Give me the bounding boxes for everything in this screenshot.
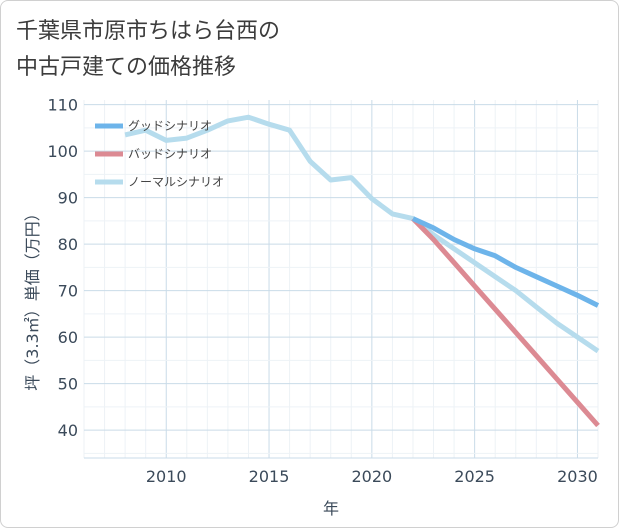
y-tick-label: 80	[58, 235, 78, 254]
y-tick-label: 70	[58, 282, 78, 301]
y-tick-label: 100	[47, 142, 78, 161]
x-axis-label: 年	[323, 499, 339, 518]
y-axis-label: 坪（3.3㎡）単価（万円）	[23, 205, 42, 390]
series-line-1	[411, 216, 600, 428]
legend-label: バッドシナリオ	[128, 147, 212, 161]
series-line-0	[411, 216, 600, 308]
x-tick-label: 2025	[454, 467, 495, 486]
y-tick-label: 90	[58, 189, 78, 208]
legend-label: ノーマルシナリオ	[128, 175, 224, 189]
tick-labels: 2010 2015 2020 2025 2030 40 50 60 70 80 90 100 110	[47, 96, 597, 486]
series-lines	[124, 114, 600, 428]
y-tick-label: 110	[47, 96, 78, 115]
x-tick-label: 2015	[249, 467, 290, 486]
chart-title: 千葉県市原市ちはら台西の 中古戸建ての価格推移	[16, 19, 281, 80]
legend-label: グッドシナリオ	[128, 119, 212, 133]
x-tick-label: 2020	[351, 467, 392, 486]
x-tick-label: 2010	[146, 467, 187, 486]
y-tick-label: 50	[58, 375, 78, 394]
y-tick-label: 40	[58, 421, 78, 440]
plot-area	[84, 100, 598, 458]
series-line-2	[124, 114, 600, 354]
x-tick-label: 2030	[557, 467, 598, 486]
y-tick-label: 60	[58, 328, 78, 347]
